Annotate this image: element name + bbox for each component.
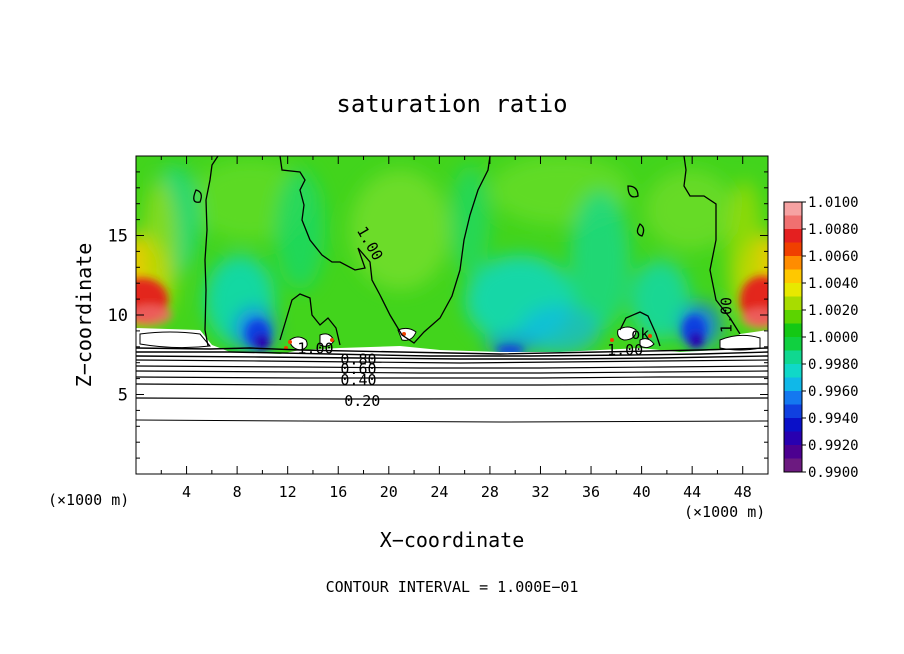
- white-pockets: [139, 326, 761, 351]
- colorbar-swatch: [784, 296, 802, 311]
- contour-label: 1.00: [297, 339, 333, 357]
- contour-interval-note: CONTOUR INTERVAL = 1.000E−01: [326, 578, 579, 596]
- contour-label: 0.20: [344, 392, 380, 410]
- colorbar-swatch: [784, 418, 802, 432]
- colorbar-swatch: [784, 458, 802, 473]
- colorbar-swatch: [784, 431, 802, 446]
- colorbar-swatch: [784, 337, 802, 351]
- colorbar-swatch: [784, 229, 802, 243]
- field-extremes: [136, 276, 768, 355]
- x-tick-label: 12: [279, 483, 297, 501]
- x-tick-label: 48: [734, 483, 752, 501]
- contour-label: ok: [631, 325, 649, 343]
- x-unit-left: (×1000 m): [48, 491, 129, 509]
- x-tick-label: 32: [531, 483, 549, 501]
- contour-1-00: [193, 156, 741, 347]
- colorbar-label: 0.9940: [808, 411, 859, 427]
- contour-label: 1.00: [607, 341, 643, 359]
- colorbar-swatch: [784, 445, 802, 459]
- x-tick-label: 4: [182, 483, 191, 501]
- colorbar-swatch: [784, 350, 802, 365]
- lower-contours: [136, 347, 768, 423]
- y-tick-label: 5: [118, 386, 128, 406]
- colorbar-swatch: [784, 242, 802, 257]
- contour-label: 0.60: [340, 360, 376, 378]
- colorbar-label: 1.0040: [808, 276, 859, 292]
- y-tick-label: 15: [108, 227, 128, 247]
- x-tick-label: 40: [633, 483, 651, 501]
- colorbar-swatch: [784, 391, 802, 405]
- x-axis: 4 8 12 16 20 24 28 32 36 40 44 48: [160, 156, 752, 501]
- cloud-base-layer: [136, 328, 768, 474]
- x-tick-label: 28: [481, 483, 499, 501]
- colorbar-swatch: [784, 202, 802, 216]
- x-tick-label: 44: [683, 483, 701, 501]
- colorbar-label: 1.0080: [808, 222, 859, 238]
- colorbar-label: 1.0100: [808, 195, 859, 211]
- y-axis-label: Z−coordinate: [72, 243, 96, 388]
- chart-title: saturation ratio: [336, 90, 567, 118]
- colorbar-swatch: [784, 215, 802, 230]
- colorbar-swatch: [784, 323, 802, 338]
- orange-specks: [284, 332, 652, 350]
- x-tick-label: 20: [380, 483, 398, 501]
- colorbar-swatch: [784, 310, 802, 324]
- colorbar-label: 0.9900: [808, 465, 859, 481]
- colorbar-swatch: [784, 364, 802, 378]
- colorbar-swatch: [784, 377, 802, 392]
- colorbar-label: 1.0020: [808, 303, 859, 319]
- colorbar-label: 0.9980: [808, 357, 859, 373]
- x-tick-label: 24: [430, 483, 448, 501]
- plot-area: [136, 156, 768, 474]
- colorbar-swatch: [784, 269, 802, 284]
- colorbar-swatch: [784, 256, 802, 270]
- y-axis: 5 10 15: [108, 171, 768, 459]
- colorbar-label: 0.9960: [808, 384, 859, 400]
- colorbar-label: 1.0060: [808, 249, 859, 265]
- colorbar-swatch: [784, 404, 802, 419]
- colorbar-label: 0.9920: [808, 438, 859, 454]
- x-tick-label: 8: [233, 483, 242, 501]
- contour-label: 0.80: [340, 351, 376, 369]
- colorbar-label: 1.0000: [808, 330, 859, 346]
- y-tick-label: 10: [108, 306, 128, 326]
- x-axis-label: X−coordinate: [380, 528, 525, 552]
- contour-label: 1.00: [717, 297, 735, 333]
- colorbar-swatch: [784, 283, 802, 297]
- colorbar: 1.0100 1.0080 1.0060 1.0040 1.0020 1.0000 0.99…: [783, 195, 859, 481]
- x-tick-label: 16: [329, 483, 347, 501]
- x-tick-label: 36: [582, 483, 600, 501]
- contour-label: 0.40: [340, 371, 376, 389]
- x-unit-right: (×1000 m): [684, 503, 765, 521]
